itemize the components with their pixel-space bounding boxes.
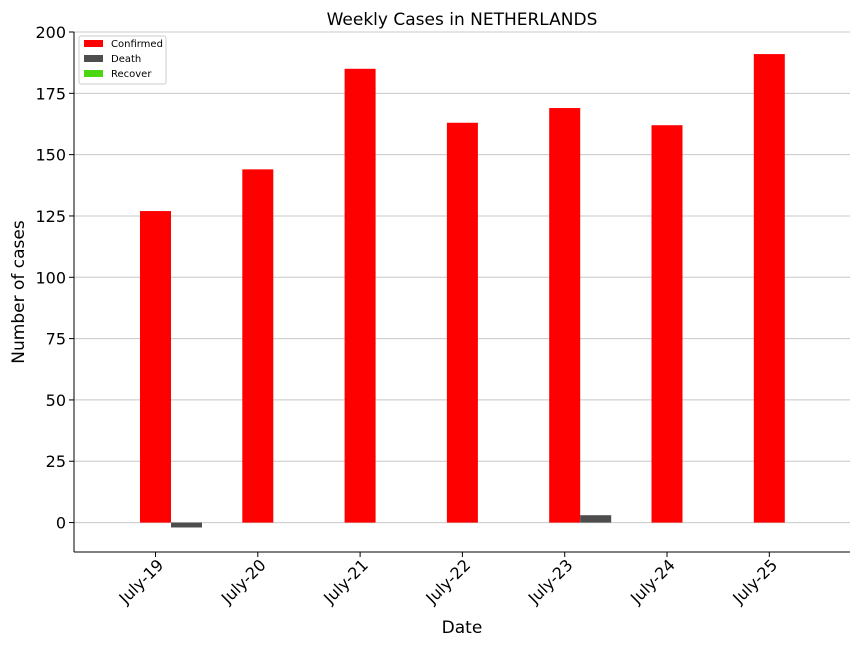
- chart-title: Weekly Cases in NETHERLANDS: [327, 10, 598, 30]
- x-tick-label: July-25: [728, 555, 781, 608]
- bar-confirmed: [140, 211, 171, 523]
- bars: [140, 54, 785, 528]
- bar-confirmed: [344, 68, 376, 523]
- x-tick-label: July-19: [115, 555, 168, 608]
- bar-death: [580, 515, 612, 523]
- bar-death: [171, 522, 202, 528]
- legend-swatch: [84, 40, 103, 47]
- x-axis-title: Date: [442, 618, 483, 638]
- x-tick-label: July-22: [421, 555, 474, 608]
- legend-label: Recover: [111, 69, 152, 80]
- y-ticks: 0 25 50 75 100 125 150 175 200: [35, 23, 74, 533]
- y-tick-label: 0: [56, 514, 66, 533]
- y-tick-label: 200: [35, 23, 66, 42]
- bar-confirmed: [242, 169, 274, 523]
- bar-confirmed: [549, 108, 581, 523]
- bar-confirmed: [753, 54, 785, 523]
- legend-label: Death: [111, 54, 141, 65]
- y-tick-label: 100: [35, 268, 66, 287]
- y-tick-label: 125: [35, 207, 66, 226]
- y-axis-title: Number of cases: [9, 220, 29, 364]
- legend-swatch: [84, 70, 103, 77]
- legend-label: Confirmed: [111, 39, 163, 50]
- x-tick-label: July-24: [626, 555, 679, 608]
- y-tick-label: 25: [46, 452, 66, 471]
- y-tick-label: 75: [46, 330, 66, 349]
- y-tick-label: 50: [46, 391, 66, 410]
- legend: Confirmed Death Recover: [78, 35, 167, 85]
- x-ticks: July-19 July-20 July-21 July-22 July-23 July-…: [115, 552, 781, 608]
- y-tick-label: 175: [35, 84, 66, 103]
- x-tick-label: July-20: [217, 555, 270, 608]
- y-tick-label: 150: [35, 146, 66, 165]
- x-tick-label: July-23: [524, 555, 577, 608]
- legend-swatch: [84, 55, 103, 62]
- x-tick-label: July-21: [319, 555, 372, 608]
- bar-confirmed: [446, 122, 478, 523]
- bar-confirmed: [651, 125, 683, 523]
